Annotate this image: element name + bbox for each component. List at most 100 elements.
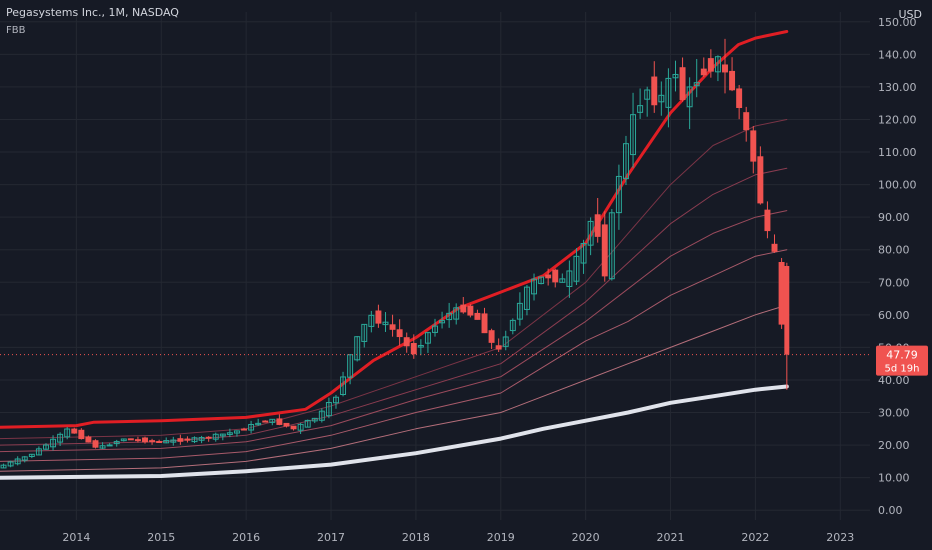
candle-body [516, 302, 523, 320]
candle-body [276, 418, 283, 425]
x-tick-label: 2022 [741, 531, 769, 544]
candle-body [262, 420, 269, 423]
candle-body [417, 344, 424, 348]
candle-body [538, 276, 545, 285]
x-tick-label: 2021 [657, 531, 685, 544]
candle-body [672, 73, 679, 79]
candle-body [283, 422, 290, 427]
candle-body [375, 310, 382, 324]
countdown-value: 5d 19h [885, 364, 920, 375]
candle-body [784, 266, 790, 355]
candle-body [233, 430, 240, 434]
band-line-band-2 [0, 249, 788, 462]
candle-body [644, 89, 651, 100]
candle-body [743, 112, 750, 131]
candle-body [566, 270, 573, 287]
candle-body [14, 458, 21, 465]
candle-body [368, 314, 375, 327]
candle-body [7, 461, 14, 467]
band-line-band-4 [0, 167, 788, 446]
candle-body [545, 274, 552, 279]
candle-body [248, 424, 255, 431]
candle-body [707, 58, 714, 72]
candle-body [205, 436, 212, 439]
candle-body [304, 419, 311, 428]
candle-body [488, 330, 495, 343]
x-tick-label: 2016 [232, 531, 260, 544]
candle-body [474, 312, 481, 320]
candle-body [325, 402, 332, 417]
candle-body [212, 433, 219, 440]
last-price-tag [876, 345, 928, 376]
candles [0, 38, 790, 469]
candle-body [679, 67, 686, 100]
candle-body [219, 433, 226, 437]
band-line-basis [0, 384, 789, 480]
candle-body [531, 278, 537, 295]
candle-body [651, 76, 658, 106]
candle-body [134, 439, 141, 442]
candle-body [142, 437, 148, 443]
candle-body [333, 396, 339, 404]
candle-body [700, 68, 707, 76]
candle-body [552, 269, 559, 283]
candle-body [446, 312, 453, 321]
y-tick-label: 110.00 [878, 146, 917, 159]
x-tick-label: 2017 [317, 531, 345, 544]
candle-body [396, 329, 403, 338]
x-tick-label: 2020 [572, 531, 600, 544]
candle-body [382, 321, 389, 326]
y-tick-label: 70.00 [878, 276, 910, 289]
candle-body [439, 320, 446, 324]
candle-body [127, 438, 134, 441]
candle-body [113, 441, 120, 445]
y-tick-label: 150.00 [878, 16, 917, 29]
currency-label: USD [898, 8, 922, 21]
y-tick-label: 20.00 [878, 439, 910, 452]
y-tick-label: 140.00 [878, 48, 917, 61]
last-price-marker: 47.79 5d 19h [0, 345, 928, 376]
candle-body [163, 440, 170, 444]
candle-body [523, 286, 530, 310]
candle-body [432, 325, 438, 333]
candle-body [184, 438, 191, 441]
y-axis: 0.0010.0020.0030.0040.0050.0060.0070.008… [878, 16, 917, 517]
candle-body [149, 440, 156, 443]
candle-body [21, 456, 28, 461]
candle-body [170, 439, 177, 443]
chart-title: Pegasystems Inc., 1M, NASDAQ [6, 6, 179, 19]
candle-body [57, 433, 64, 443]
candle-body [757, 156, 764, 204]
candle-body [615, 175, 622, 214]
candle-body [120, 438, 127, 442]
candle-body [106, 444, 113, 447]
candle-body [714, 56, 721, 73]
x-tick-label: 2019 [487, 531, 515, 544]
candle-body [347, 354, 354, 378]
x-tick-label: 2015 [147, 531, 175, 544]
y-tick-label: 80.00 [878, 244, 910, 257]
y-tick-label: 130.00 [878, 81, 917, 94]
candle-body [573, 255, 580, 282]
candle-body [559, 278, 566, 283]
candle-body [410, 342, 417, 355]
candle-body [35, 448, 42, 456]
candle-body [764, 209, 771, 232]
candle-body [78, 429, 85, 440]
candle-body [623, 143, 629, 180]
candle-body [502, 336, 509, 347]
candle-body [290, 425, 297, 430]
candle-body [658, 94, 665, 103]
candle-body [467, 305, 474, 316]
band-line-band-5 [0, 119, 788, 440]
candle-body [361, 323, 368, 342]
candle-body [693, 82, 700, 87]
indicator-label[interactable]: FBB [6, 25, 26, 36]
candle-body [722, 64, 728, 73]
candle-body [778, 262, 785, 325]
candle-body [226, 432, 233, 435]
candle-body [0, 464, 7, 469]
candle-body [601, 224, 608, 277]
candle-body [460, 304, 467, 313]
